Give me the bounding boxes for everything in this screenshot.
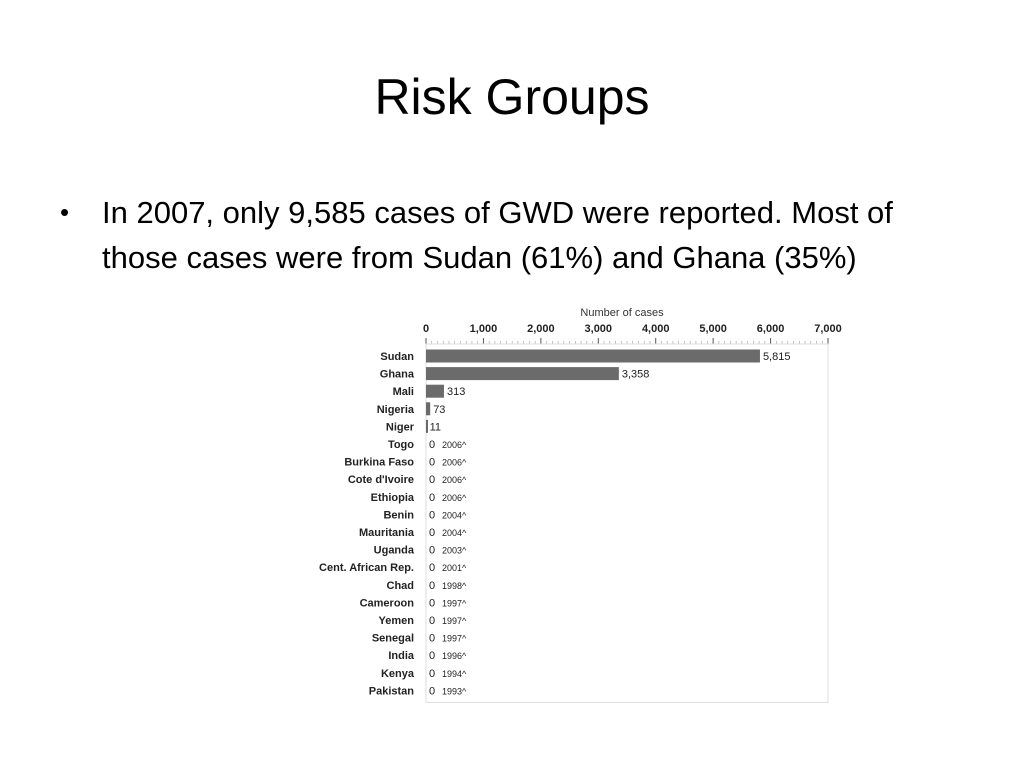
bullet-item: • In 2007, only 9,585 cases of GWD were … [60,190,940,280]
value-label: 0 [429,580,435,592]
year-annotation: 2004^ [442,528,467,538]
value-label: 11 [430,421,441,433]
value-label: 0 [429,474,435,486]
value-label: 0 [429,562,435,574]
bar [426,402,431,416]
category-label: Mali [393,386,414,398]
category-label: Niger [386,421,415,433]
year-annotation: 2003^ [442,546,467,556]
category-label: Nigeria [377,404,415,416]
x-axis-label: Number of cases [580,307,664,319]
value-label: 0 [429,615,435,627]
year-annotation: 1997^ [442,598,467,608]
category-label: Sudan [380,351,414,363]
year-annotation: 1997^ [442,634,467,644]
category-label: Chad [387,580,415,592]
bar-chart: Number of cases 0 1,000 2,000 3,000 4,000 5,0… [319,307,842,703]
category-label: Benin [383,509,414,521]
x-tick-label: 6,000 [757,323,785,335]
year-annotation: 1997^ [442,616,467,626]
year-annotation: 1994^ [442,669,467,679]
category-label: Togo [388,439,414,451]
category-label: Ghana [380,369,415,381]
bar [426,367,619,381]
category-label: Yemen [379,615,415,627]
category-label: Senegal [372,633,414,645]
year-annotation: 2006^ [442,493,467,503]
category-label: Kenya [381,668,415,680]
category-label: Burkina Faso [344,457,414,469]
value-label: 0 [429,633,435,645]
x-tick-label: 3,000 [585,323,613,335]
category-label: Cote d'Ivoire [348,474,414,486]
year-annotation: 2006^ [442,458,467,468]
x-tick-label: 0 [423,323,429,335]
category-label: Pakistan [369,685,415,697]
x-tick-label: 2,000 [527,323,555,335]
value-label: 0 [429,650,435,662]
category-labels: Sudan Ghana Mali Nigeria Niger Togo Burkina Fa… [319,351,415,697]
x-tick-label: 4,000 [642,323,670,335]
year-annotation: 1996^ [442,651,467,661]
year-annotation: 2006^ [442,440,467,450]
year-annotation: 1998^ [442,581,467,591]
value-label: 3,358 [622,369,650,381]
value-label: 0 [429,668,435,680]
bullet-text: In 2007, only 9,585 cases of GWD were re… [102,195,893,275]
bar [426,384,444,398]
category-label: Uganda [374,545,415,557]
year-annotation: 2004^ [442,510,467,520]
value-label: 5,815 [763,351,791,363]
value-label: 0 [429,545,435,557]
year-annotation: 2001^ [442,563,467,573]
year-annotation: 1993^ [442,686,467,696]
slide-title: Risk Groups [374,69,650,125]
value-label: 313 [447,386,465,398]
category-label: Ethiopia [371,492,415,504]
category-label: Cameroon [360,597,415,609]
bar [426,419,428,433]
year-annotation: 2006^ [442,475,467,485]
value-label: 0 [429,527,435,539]
x-tick-label: 1,000 [470,323,498,335]
value-label: 0 [429,439,435,451]
value-label: 73 [433,404,445,416]
category-label: India [388,650,415,662]
category-label: Cent. African Rep. [319,562,414,574]
value-label: 0 [429,685,435,697]
value-label: 0 [429,597,435,609]
value-label: 0 [429,492,435,504]
value-label: 0 [429,509,435,521]
x-tick-label: 5,000 [699,323,727,335]
bar [426,349,760,363]
x-tick-label: 7,000 [814,323,842,335]
plot-frame [425,343,829,703]
bullet-dot-icon: • [60,197,70,227]
value-label: 0 [429,457,435,469]
category-label: Mauritania [359,527,415,539]
